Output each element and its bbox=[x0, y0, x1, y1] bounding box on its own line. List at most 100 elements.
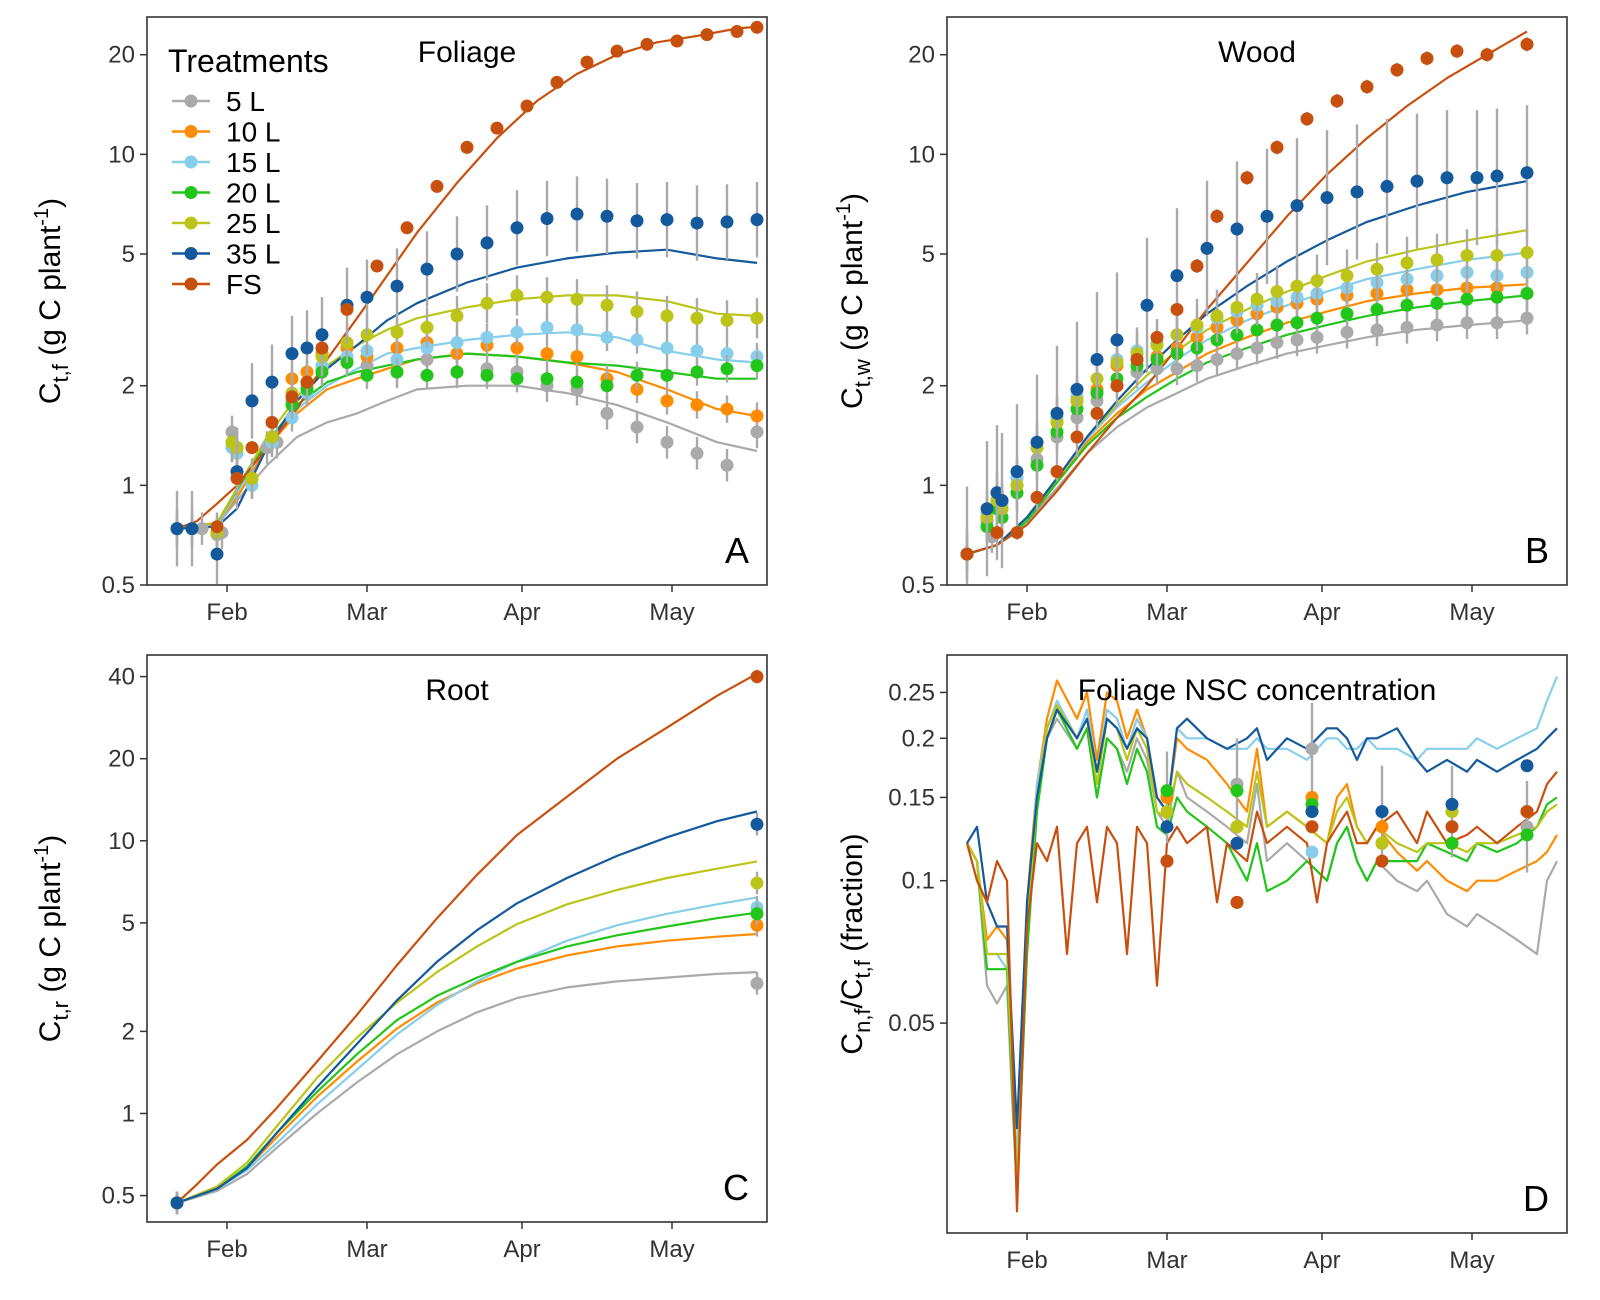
data-point-25l bbox=[540, 290, 554, 304]
data-point-fs bbox=[265, 415, 279, 429]
data-point-35l bbox=[265, 375, 279, 389]
data-point-35l bbox=[1090, 353, 1104, 367]
data-point-5l bbox=[1230, 347, 1244, 361]
data-point-35l bbox=[1290, 199, 1304, 213]
data-point-5l bbox=[1430, 318, 1444, 332]
data-point-25l bbox=[1340, 269, 1354, 283]
legend-swatch-point bbox=[184, 186, 198, 199]
data-point-fs bbox=[1090, 406, 1104, 420]
data-point-35l bbox=[630, 214, 644, 228]
data-point-25l bbox=[600, 298, 614, 312]
data-point-35l bbox=[315, 328, 329, 342]
data-point-20l bbox=[510, 372, 524, 386]
y-tick-label: 2 bbox=[122, 1018, 135, 1045]
data-point-35l bbox=[1230, 836, 1244, 850]
data-point-5l bbox=[600, 406, 614, 420]
series-line-5l bbox=[966, 319, 1528, 556]
data-point-35l bbox=[1010, 465, 1024, 479]
y-tick-label: 0.2 bbox=[902, 725, 935, 752]
series-line-fs bbox=[176, 672, 758, 1204]
legend-item: 15 L bbox=[172, 147, 281, 178]
data-point-10l bbox=[570, 350, 584, 364]
data-point-20l bbox=[720, 362, 734, 376]
panel-title: Foliage NSC concentration bbox=[1078, 674, 1437, 707]
x-tick-label: Apr bbox=[1303, 599, 1340, 626]
data-point-25l bbox=[510, 288, 524, 302]
data-point-35l bbox=[1110, 333, 1124, 347]
data-point-35l bbox=[390, 279, 404, 293]
x-tick-label: Feb bbox=[1006, 599, 1047, 626]
data-point-35l bbox=[660, 213, 674, 227]
data-point-15l bbox=[720, 347, 734, 361]
data-point-20l bbox=[540, 372, 554, 386]
data-point-fs bbox=[210, 520, 224, 534]
data-point-15l bbox=[600, 330, 614, 344]
data-point-35l bbox=[1070, 382, 1084, 396]
y-tick-label: 0.15 bbox=[888, 784, 935, 811]
panel-a: 0.5 1 2 5 10 20 Feb Mar Apr May Foliage A Ct,f (g C … bbox=[31, 16, 768, 626]
y-tick-label: 1 bbox=[122, 472, 135, 499]
data-point-20l bbox=[1230, 328, 1244, 342]
data-point-fs bbox=[370, 259, 384, 273]
panel-title: Foliage bbox=[418, 36, 516, 69]
legend-label: 10 L bbox=[226, 117, 281, 148]
data-point-35l bbox=[300, 341, 314, 355]
data-point-20l bbox=[420, 368, 434, 382]
x-tick-label: Feb bbox=[206, 599, 247, 626]
data-point-25l bbox=[660, 309, 674, 323]
series-line-20l bbox=[966, 708, 1558, 1193]
data-point-fs bbox=[700, 28, 714, 42]
y-tick-label: 0.05 bbox=[888, 1010, 935, 1037]
data-point-fs bbox=[300, 375, 314, 389]
data-point-35l bbox=[1050, 406, 1064, 420]
legend-swatch-point bbox=[184, 277, 198, 291]
data-point-fs bbox=[1230, 895, 1244, 909]
data-point-fs bbox=[1110, 379, 1124, 393]
data-point-35l bbox=[170, 1196, 184, 1210]
data-point-25l bbox=[720, 313, 734, 327]
legend-item: 10 L bbox=[172, 117, 281, 148]
data-point-fs bbox=[580, 55, 594, 69]
data-point-20l bbox=[1400, 298, 1414, 312]
data-point-fs bbox=[750, 20, 764, 34]
data-point-fs bbox=[430, 179, 444, 193]
series-line-5l bbox=[176, 971, 758, 1204]
legend-title: Treatments bbox=[168, 43, 329, 79]
legend-label: 35 L bbox=[226, 239, 281, 270]
data-point-20l bbox=[480, 368, 494, 382]
data-point-10l bbox=[510, 341, 524, 355]
x-tick-label: Feb bbox=[1006, 1247, 1047, 1274]
panel-title: Root bbox=[425, 674, 489, 707]
data-point-10l bbox=[750, 409, 764, 423]
data-point-fs bbox=[1520, 805, 1534, 819]
data-point-fs bbox=[340, 302, 354, 316]
y-axis-label: Ct,f (g C plant-1) bbox=[31, 198, 73, 404]
legend-item: FS bbox=[172, 269, 262, 300]
data-point-fs bbox=[1210, 209, 1224, 223]
data-point-20l bbox=[1445, 836, 1459, 850]
legend: Treatments 5 L10 L15 L20 L25 L35 LFS bbox=[168, 43, 329, 300]
data-point-20l bbox=[1520, 286, 1534, 300]
data-point-35l bbox=[210, 547, 224, 561]
data-point-5l bbox=[1460, 316, 1474, 330]
data-point-5l bbox=[1490, 316, 1504, 330]
x-tick-label: Apr bbox=[503, 599, 540, 626]
data-point-35l bbox=[1375, 805, 1389, 819]
data-point-fs bbox=[315, 341, 329, 355]
panel-d: 0.05 0.1 0.15 0.2 0.25 Feb Mar Apr May Foliage NS… bbox=[836, 654, 1568, 1274]
panel-b: 0.5 1 2 5 10 20 Feb Mar Apr May Wood B Ct,w (g C pla… bbox=[833, 16, 1568, 626]
x-tick-label: Feb bbox=[206, 1236, 247, 1263]
data-point-25l bbox=[245, 471, 259, 485]
data-point-20l bbox=[1520, 828, 1534, 842]
data-point-15l bbox=[480, 330, 494, 344]
data-point-25l bbox=[420, 320, 434, 334]
data-point-fs bbox=[960, 547, 974, 561]
panel-letter: D bbox=[1523, 1178, 1549, 1219]
data-point-fs bbox=[520, 99, 534, 113]
data-point-fs bbox=[1390, 63, 1404, 77]
data-point-35l bbox=[1520, 759, 1534, 773]
data-point-35l bbox=[1320, 191, 1334, 205]
data-point-10l bbox=[690, 398, 704, 412]
y-tick-label: 1 bbox=[122, 1100, 135, 1127]
panel-c: 0.5 1 2 5 10 20 40 Feb Mar Apr May Root C Ct,r (g C p… bbox=[31, 654, 768, 1263]
